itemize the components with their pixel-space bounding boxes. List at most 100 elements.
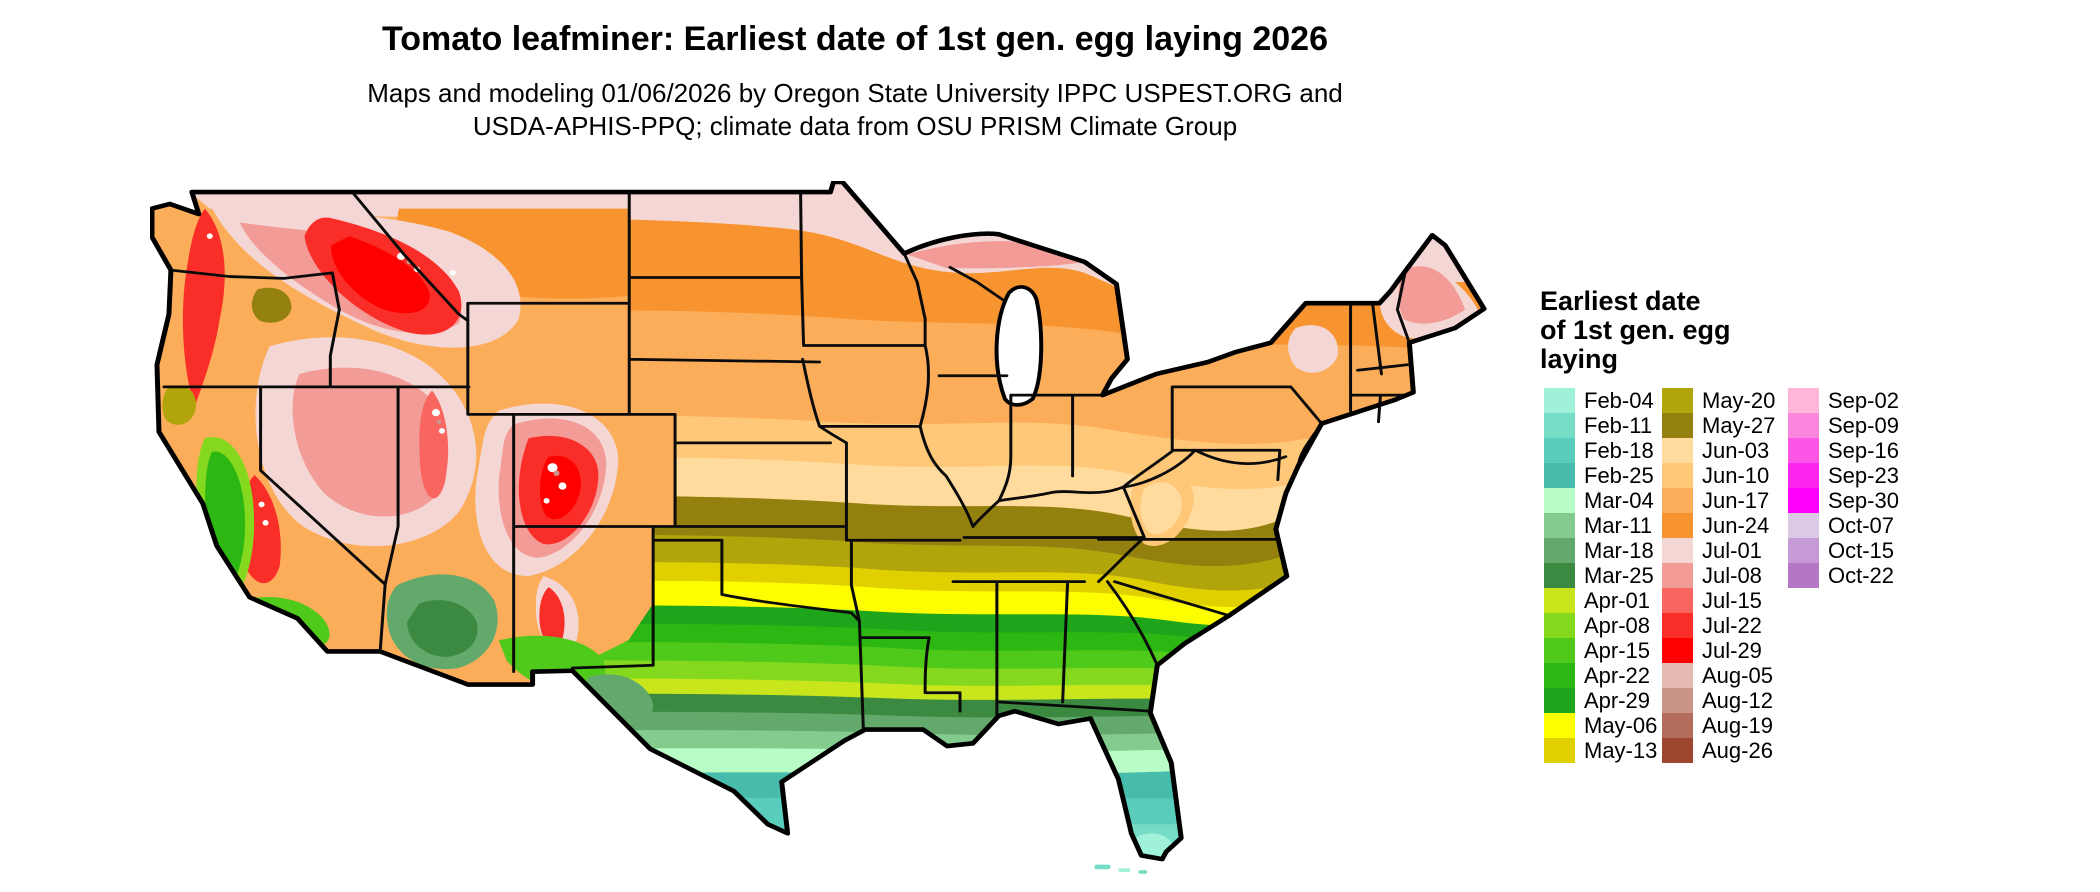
oregon-olive bbox=[162, 385, 197, 425]
salmon-maine bbox=[1398, 266, 1466, 324]
legend-label: Jul-01 bbox=[1702, 537, 1762, 563]
legend-swatch bbox=[1544, 713, 1575, 738]
legend-label: Aug-12 bbox=[1702, 687, 1773, 713]
legend-swatch bbox=[1544, 463, 1575, 488]
legend-swatch bbox=[1662, 738, 1693, 763]
legend-swatch bbox=[1544, 688, 1575, 713]
snow-peak-dots bbox=[206, 233, 567, 526]
legend-row: Feb-04 bbox=[1544, 388, 1662, 413]
subtitle: Maps and modeling 01/06/2026 by Oregon S… bbox=[0, 77, 1710, 143]
legend-label: May-20 bbox=[1702, 387, 1776, 413]
legend-swatch bbox=[1788, 563, 1819, 588]
legend-row: Mar-11 bbox=[1544, 513, 1662, 538]
map-fill-layers bbox=[151, 181, 1485, 860]
legend-label: Apr-01 bbox=[1584, 587, 1651, 613]
legend-swatch bbox=[1662, 638, 1693, 663]
arizona-core bbox=[407, 600, 478, 657]
legend-row: Sep-30 bbox=[1788, 488, 1918, 513]
legend-label: Apr-22 bbox=[1584, 662, 1651, 688]
lake-michigan bbox=[994, 285, 1044, 407]
legend-label: May-27 bbox=[1702, 412, 1776, 438]
legend-row: Feb-25 bbox=[1544, 463, 1662, 488]
legend-swatch bbox=[1788, 388, 1819, 413]
us-map bbox=[150, 181, 1505, 883]
legend-title: Earliest date of 1st gen. egg laying bbox=[1540, 287, 1960, 374]
legend-row: Apr-22 bbox=[1544, 663, 1662, 688]
legend-swatch bbox=[1662, 538, 1693, 563]
legend-row: Jun-24 bbox=[1662, 513, 1788, 538]
legend-swatch bbox=[1662, 613, 1693, 638]
legend-swatch bbox=[1544, 738, 1575, 763]
legend-label: Sep-09 bbox=[1828, 412, 1899, 438]
legend-row: Aug-12 bbox=[1662, 688, 1788, 713]
florida-keys bbox=[1094, 864, 1148, 874]
legend-swatch bbox=[1662, 563, 1693, 588]
legend-label: Sep-02 bbox=[1828, 387, 1899, 413]
legend-label: Aug-26 bbox=[1702, 737, 1773, 763]
legend-title-line-3: laying bbox=[1540, 344, 1619, 374]
legend-label: Jun-24 bbox=[1702, 512, 1770, 538]
legend-swatch bbox=[1788, 488, 1819, 513]
legend-swatch bbox=[1788, 538, 1819, 563]
legend-swatch bbox=[1788, 513, 1819, 538]
legend-label: Feb-04 bbox=[1584, 387, 1654, 413]
header: Tomato leafminer: Earliest date of 1st g… bbox=[0, 20, 1710, 143]
legend-column-3: Sep-02 Sep-09 Sep-16 Sep-23 Sep-30 Oct-0… bbox=[1788, 388, 1918, 763]
legend-row: Jul-08 bbox=[1662, 563, 1788, 588]
legend-label: Mar-11 bbox=[1584, 512, 1653, 538]
legend-swatch bbox=[1662, 713, 1693, 738]
legend-swatch bbox=[1544, 613, 1575, 638]
legend-label: Feb-11 bbox=[1584, 412, 1653, 438]
legend-row: Sep-02 bbox=[1788, 388, 1918, 413]
subtitle-line-2: USDA-APHIS-PPQ; climate data from OSU PR… bbox=[472, 111, 1238, 141]
legend-row: Jul-01 bbox=[1662, 538, 1788, 563]
legend-swatch bbox=[1662, 438, 1693, 463]
legend-label: Aug-19 bbox=[1702, 712, 1773, 738]
legend-swatch bbox=[1662, 463, 1693, 488]
subtitle-line-1: Maps and modeling 01/06/2026 by Oregon S… bbox=[367, 78, 1343, 108]
legend-row: May-27 bbox=[1662, 413, 1788, 438]
legend-label: Feb-25 bbox=[1584, 462, 1654, 488]
legend-label: Mar-18 bbox=[1584, 537, 1654, 563]
legend-row: Apr-15 bbox=[1544, 638, 1662, 663]
us-outline bbox=[150, 181, 1487, 862]
legend-row: Apr-01 bbox=[1544, 588, 1662, 613]
legend-label: Mar-25 bbox=[1584, 562, 1654, 588]
legend-row: May-06 bbox=[1544, 713, 1662, 738]
legend-label: Apr-15 bbox=[1584, 637, 1651, 663]
legend-swatch bbox=[1662, 688, 1693, 713]
legend-row: Jun-10 bbox=[1662, 463, 1788, 488]
band-mar-25 bbox=[151, 671, 1485, 860]
legend-row: Jul-22 bbox=[1662, 613, 1788, 638]
legend-row: May-13 bbox=[1544, 738, 1662, 763]
legend-row: Sep-23 bbox=[1788, 463, 1918, 488]
legend-swatch bbox=[1544, 638, 1575, 663]
legend-label: Sep-23 bbox=[1828, 462, 1899, 488]
red-core-north bbox=[331, 236, 430, 314]
legend-label: Apr-29 bbox=[1584, 687, 1651, 713]
legend-row: Mar-18 bbox=[1544, 538, 1662, 563]
legend-label: Aug-05 bbox=[1702, 662, 1773, 688]
legend-row: Mar-25 bbox=[1544, 563, 1662, 588]
legend-row: Aug-05 bbox=[1662, 663, 1788, 688]
legend-label: Oct-22 bbox=[1828, 562, 1895, 588]
legend-label: Jul-15 bbox=[1702, 587, 1762, 613]
band-apr-08 bbox=[151, 638, 1485, 860]
legend-row: Jun-03 bbox=[1662, 438, 1788, 463]
legend-swatch bbox=[1788, 413, 1819, 438]
legend-label: Mar-04 bbox=[1584, 487, 1654, 513]
legend-label: Sep-30 bbox=[1828, 487, 1899, 513]
legend-label: Oct-15 bbox=[1828, 537, 1895, 563]
legend-column-2: May-20 May-27 Jun-03 Jun-10 Jun-17 Jun-2… bbox=[1662, 388, 1788, 763]
legend-row: Jul-29 bbox=[1662, 638, 1788, 663]
legend-swatch bbox=[1788, 438, 1819, 463]
legend-swatch bbox=[1544, 488, 1575, 513]
legend-swatch bbox=[1544, 513, 1575, 538]
legend-row: May-20 bbox=[1662, 388, 1788, 413]
legend: Earliest date of 1st gen. egg laying Feb… bbox=[1540, 287, 1960, 763]
legend-label: Apr-08 bbox=[1584, 612, 1651, 638]
us-map-svg bbox=[150, 181, 1487, 874]
legend-row: Feb-11 bbox=[1544, 413, 1662, 438]
legend-title-line-1: Earliest date bbox=[1540, 286, 1701, 316]
